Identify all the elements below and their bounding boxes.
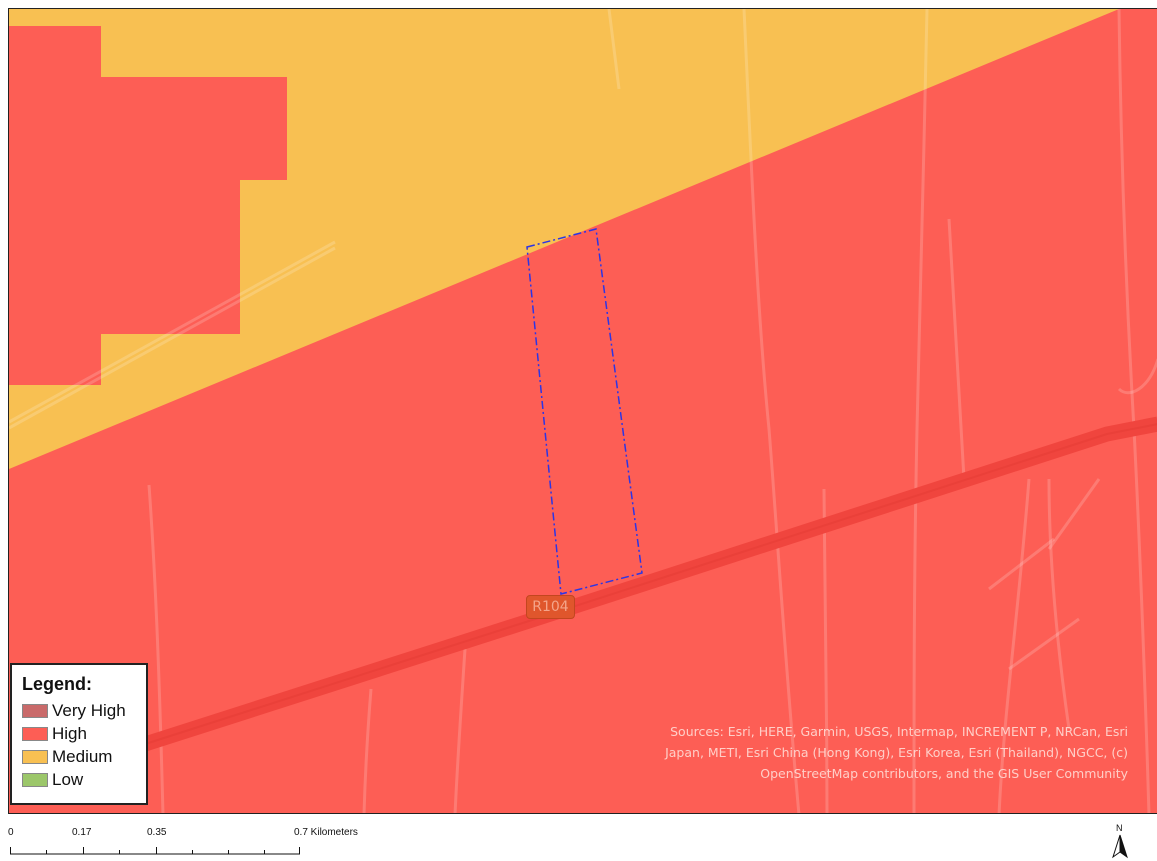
map-frame[interactable]: R104 Sources: Esri, HERE, Garmin, USGS, … xyxy=(8,8,1157,814)
legend-label-low: Low xyxy=(52,769,84,789)
legend-label-high: High xyxy=(52,723,87,743)
attribution-line-1: Sources: Esri, HERE, Garmin, USGS, Inter… xyxy=(670,724,1128,739)
map-attribution: Sources: Esri, HERE, Garmin, USGS, Inter… xyxy=(568,721,1128,784)
scale-bar: 0 0.17 0.35 0.7 Kilometers xyxy=(8,827,390,857)
legend-box: Legend: Very High High Medium Low xyxy=(10,663,148,805)
legend-label-medium: Medium xyxy=(52,746,113,766)
legend-item-medium: Medium xyxy=(22,745,138,768)
legend-swatch-high xyxy=(22,726,48,741)
legend-swatch-very-high xyxy=(22,703,48,718)
scale-tick-label-2: 0.35 xyxy=(147,827,167,838)
scale-tick-label-3: 0.7 Kilometers xyxy=(294,827,358,838)
study-area-boundary[interactable] xyxy=(526,228,643,595)
north-arrow-icon xyxy=(1112,834,1128,859)
legend-item-high: High xyxy=(22,722,138,745)
north-label: N xyxy=(1116,823,1123,833)
road-shield-label: R104 xyxy=(526,595,575,619)
scale-tick-label-0: 0 xyxy=(8,827,14,838)
scale-bar-graphic xyxy=(10,847,300,855)
hazard-map[interactable] xyxy=(9,9,1157,814)
legend-swatch-medium xyxy=(22,749,48,764)
north-arrow: N xyxy=(1110,823,1130,859)
legend-item-very-high: Very High xyxy=(22,699,138,722)
legend-label-very-high: Very High xyxy=(52,700,126,720)
scale-tick-label-1: 0.17 xyxy=(72,827,92,838)
background-roads xyxy=(9,9,1157,813)
legend-swatch-low xyxy=(22,772,48,787)
main-road-edge xyxy=(138,423,1157,747)
high-zone-block xyxy=(9,26,287,385)
attribution-line-2: Japan, METI, Esri China (Hong Kong), Esr… xyxy=(665,745,1128,760)
legend-title: Legend: xyxy=(22,674,92,694)
main-road xyxy=(136,416,1157,754)
legend-item-low: Low xyxy=(22,768,138,791)
attribution-line-3: OpenStreetMap contributors, and the GIS … xyxy=(760,766,1128,781)
